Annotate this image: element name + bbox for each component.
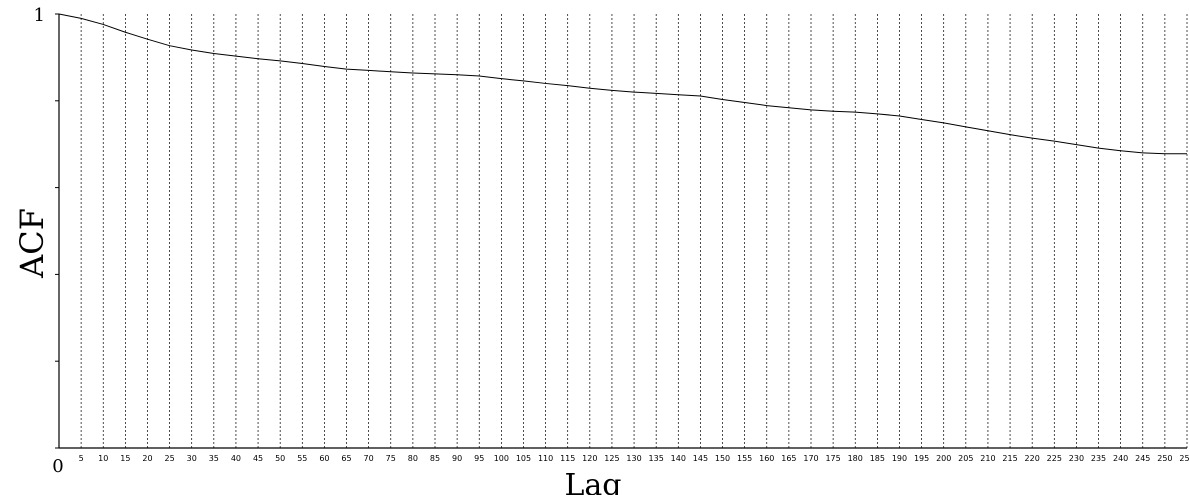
x-tick-label: 145 xyxy=(693,454,708,463)
x-tick-label: 160 xyxy=(759,454,774,463)
x-tick-label: 75 xyxy=(386,454,396,463)
x-tick-label: 85 xyxy=(430,454,440,463)
x-tick-label: 165 xyxy=(781,454,796,463)
x-tick-label: 45 xyxy=(253,454,263,463)
x-tick-label: 125 xyxy=(604,454,619,463)
x-tick-label: 190 xyxy=(892,454,907,463)
x-tick-label: 140 xyxy=(671,454,686,463)
y-axis-tick-labels: 1 xyxy=(34,5,45,26)
acf-series-line xyxy=(58,13,1187,155)
x-tick-label: 195 xyxy=(914,454,929,463)
x-tick-label: 65 xyxy=(341,454,351,463)
x-tick-label: 255 xyxy=(1179,454,1190,463)
x-tick-label: 25 xyxy=(164,454,174,463)
x-tick-label: 210 xyxy=(980,454,995,463)
x-tick-label: 0 xyxy=(52,456,63,477)
x-tick-label: 55 xyxy=(297,454,307,463)
x-tick-label: 5 xyxy=(79,454,84,463)
x-tick-label: 250 xyxy=(1157,454,1172,463)
x-axis-title: Lag xyxy=(564,468,621,495)
x-tick-label: 220 xyxy=(1025,454,1040,463)
x-tick-label: 35 xyxy=(209,454,219,463)
y-tick-label: 1 xyxy=(34,5,45,26)
x-tick-label: 105 xyxy=(516,454,531,463)
x-tick-label: 205 xyxy=(958,454,973,463)
x-tick-label: 170 xyxy=(803,454,818,463)
x-tick-label: 30 xyxy=(187,454,197,463)
x-tick-label: 185 xyxy=(870,454,885,463)
x-tick-label: 135 xyxy=(649,454,664,463)
x-tick-label: 90 xyxy=(452,454,462,463)
x-tick-label: 115 xyxy=(560,454,575,463)
x-tick-label: 235 xyxy=(1091,454,1106,463)
x-tick-label: 110 xyxy=(538,454,553,463)
x-tick-label: 100 xyxy=(494,454,509,463)
x-tick-label: 155 xyxy=(737,454,752,463)
x-tick-label: 200 xyxy=(936,454,951,463)
x-tick-label: 175 xyxy=(825,454,840,463)
x-tick-label: 95 xyxy=(474,454,484,463)
x-tick-label: 50 xyxy=(275,454,285,463)
x-tick-label: 40 xyxy=(231,454,241,463)
y-axis-ticks xyxy=(55,13,59,449)
y-axis-title: ACF xyxy=(13,208,51,279)
x-tick-label: 240 xyxy=(1113,454,1128,463)
vertical-grid-lines xyxy=(80,14,1188,448)
x-tick-label: 215 xyxy=(1002,454,1017,463)
x-tick-label: 80 xyxy=(408,454,418,463)
x-tick-label: 150 xyxy=(715,454,730,463)
x-tick-label: 10 xyxy=(98,454,108,463)
x-tick-label: 20 xyxy=(142,454,152,463)
x-tick-label: 70 xyxy=(364,454,374,463)
x-tick-label: 15 xyxy=(120,454,130,463)
x-tick-label: 230 xyxy=(1069,454,1084,463)
x-tick-label: 130 xyxy=(626,454,641,463)
x-axis-tick-labels: 0 5 10 15 20 25 30 35 40 45 50 55 60 65 70 75 80 85 90 95 10… xyxy=(52,454,1190,477)
x-tick-label: 60 xyxy=(319,454,329,463)
x-tick-label: 180 xyxy=(848,454,863,463)
x-tick-label: 225 xyxy=(1047,454,1062,463)
x-tick-label: 120 xyxy=(582,454,597,463)
x-tick-label: 245 xyxy=(1135,454,1150,463)
